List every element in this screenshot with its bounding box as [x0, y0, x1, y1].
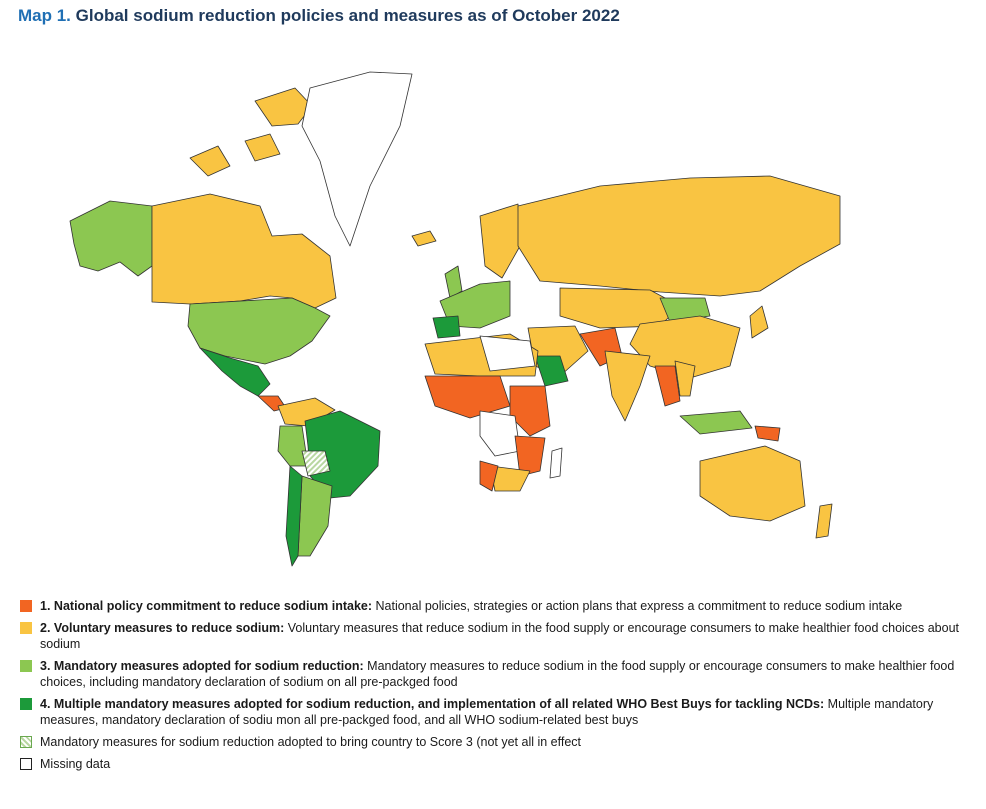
region-png — [754, 425, 781, 442]
region-usa — [187, 297, 331, 365]
legend: 1. National policy commitment to reduce … — [20, 598, 970, 778]
region-greenland — [301, 71, 413, 247]
legend-number: 2. — [40, 621, 51, 635]
legend-number: 3. — [40, 659, 51, 673]
region-se-asia — [654, 365, 681, 407]
legend-description: Voluntary measures that reduce sodium in… — [40, 621, 960, 651]
legend-swatch-score2 — [20, 622, 32, 634]
region-australia — [699, 445, 806, 522]
region-egypt-libya — [479, 335, 536, 372]
legend-label: Multiple mandatory measures adopted for … — [53, 697, 825, 711]
legend-swatch-score3 — [20, 660, 32, 672]
region-russia — [517, 175, 841, 297]
region-madagascar — [549, 447, 563, 479]
region-west-africa — [424, 375, 511, 419]
region-uk — [444, 265, 463, 299]
region-east-africa — [509, 385, 551, 437]
map-title-text: Global sodium reduction policies and mea… — [75, 6, 620, 25]
region-iceland — [411, 230, 437, 247]
legend-number: 4. — [40, 697, 51, 711]
legend-description: Missing data — [40, 757, 111, 771]
region-peru — [277, 425, 309, 467]
legend-item-score1: 1. National policy commitment to reduce … — [20, 598, 970, 614]
region-mexico — [199, 347, 271, 397]
legend-label: Voluntary measures to reduce sodium: — [53, 621, 285, 635]
region-iberia — [432, 315, 461, 339]
region-argentina — [297, 475, 333, 557]
world-map-svg — [69, 71, 841, 567]
region-new-zealand — [815, 503, 833, 539]
region-japan — [749, 305, 769, 339]
region-namibia — [479, 460, 499, 492]
legend-item-hatched: Mandatory measures for sodium reduction … — [20, 734, 970, 750]
region-canada-arctic-2 — [189, 145, 231, 177]
legend-label: National policy commitment to reduce sod… — [53, 599, 373, 613]
region-chile — [285, 465, 303, 567]
region-canada — [151, 193, 337, 309]
region-scandinavia — [479, 203, 521, 279]
legend-item-score3: 3. Mandatory measures adopted for sodium… — [20, 658, 970, 690]
legend-label: Mandatory measures adopted for sodium re… — [53, 659, 364, 673]
region-alaska — [69, 200, 153, 277]
region-central-africa — [479, 410, 521, 457]
legend-swatch-hatched — [20, 736, 32, 748]
region-india — [604, 350, 651, 422]
world-map — [40, 66, 890, 576]
map-number: Map 1. — [18, 6, 71, 25]
legend-description: Mandatory measures for sodium reduction … — [40, 735, 582, 749]
legend-number: 1. — [40, 599, 51, 613]
region-saudi-arabia — [534, 355, 569, 387]
legend-item-missing: Missing data — [20, 756, 970, 772]
region-bolivia — [301, 450, 331, 477]
legend-swatch-missing — [20, 758, 32, 770]
region-indochina — [674, 360, 696, 397]
map-title: Map 1. Global sodium reduction policies … — [18, 6, 620, 26]
legend-description: Multiple mandatory measures, mandatory d… — [40, 697, 934, 727]
region-indonesia — [679, 410, 753, 435]
legend-item-score2: 2. Voluntary measures to reduce sodium: … — [20, 620, 970, 652]
legend-swatch-score4 — [20, 698, 32, 710]
legend-description: National policies, strategies or action … — [372, 599, 903, 613]
legend-swatch-score1 — [20, 600, 32, 612]
legend-description: Mandatory measures to reduce sodium in t… — [40, 659, 955, 689]
region-china — [629, 315, 741, 379]
region-southern-africa — [514, 435, 546, 477]
legend-item-score4: 4. Multiple mandatory measures adopted f… — [20, 696, 970, 728]
region-canada-arctic-3 — [244, 133, 281, 162]
